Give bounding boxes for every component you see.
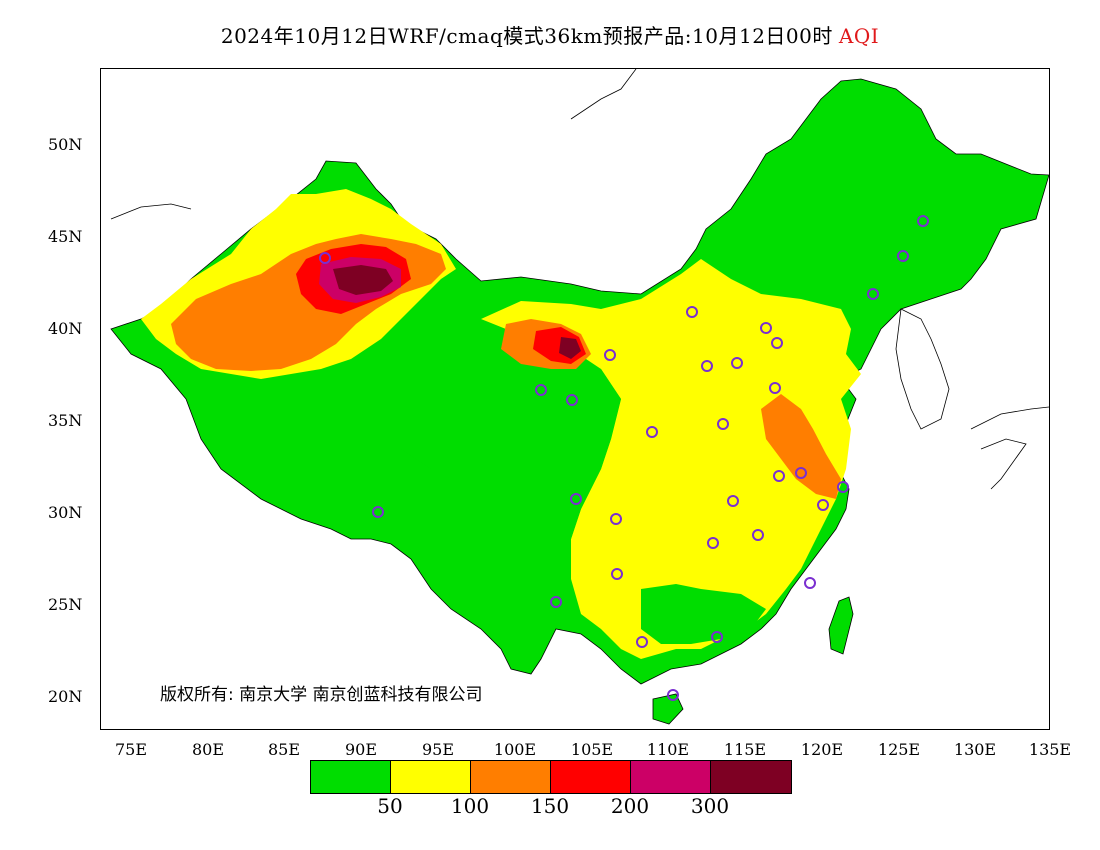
station-marker (804, 577, 816, 589)
lon-label: 95E (421, 740, 455, 759)
region-moderate-east (481, 259, 861, 659)
region-hazardous-nx (559, 337, 581, 359)
lat-label: 40N (48, 319, 83, 338)
legend-swatch (551, 761, 631, 793)
legend-tick: 50 (377, 794, 403, 818)
station-marker (771, 337, 783, 349)
station-marker (611, 568, 623, 580)
lat-label: 30N (48, 503, 83, 522)
coast-fragment (110, 69, 637, 220)
station-marker (760, 322, 772, 334)
lon-label: 90E (344, 740, 378, 759)
legend-swatch (631, 761, 711, 793)
station-marker (917, 215, 929, 227)
lat-label: 35N (48, 411, 83, 430)
station-marker (686, 306, 698, 318)
station-marker (773, 470, 785, 482)
station-marker (837, 481, 849, 493)
map-title: 2024年10月12日WRF/cmaq模式36km预报产品:10月12日00时 A… (0, 20, 1100, 49)
station-marker (897, 250, 909, 262)
station-marker (570, 493, 582, 505)
station-marker (646, 426, 658, 438)
legend-swatch (471, 761, 551, 793)
lon-label: 85E (267, 740, 301, 759)
station-marker (867, 288, 879, 300)
station-markers (319, 215, 929, 701)
lat-label: 45N (48, 227, 83, 246)
station-marker (667, 689, 679, 701)
region-hazardous-xinjiang (333, 265, 393, 295)
station-marker (769, 382, 781, 394)
legend-tick: 300 (690, 794, 730, 818)
lon-label: 115E (723, 740, 767, 759)
lat-label: 20N (48, 687, 83, 706)
region-usg-east (761, 394, 841, 499)
station-marker (372, 506, 384, 518)
korea-outline (895, 308, 950, 430)
lon-label: 130E (953, 740, 997, 759)
station-marker (535, 384, 547, 396)
lat-label: 25N (48, 595, 83, 614)
legend-swatch (711, 761, 791, 793)
station-marker (701, 360, 713, 372)
station-marker (604, 349, 616, 361)
island-taiwan (828, 596, 854, 655)
legend-tick: 150 (530, 794, 570, 818)
legend-tick: 200 (610, 794, 650, 818)
station-marker (717, 418, 729, 430)
station-marker (319, 252, 331, 264)
lon-label: 120E (800, 740, 844, 759)
title-pollutant: AQI (838, 24, 880, 48)
station-marker (727, 495, 739, 507)
station-marker (752, 529, 764, 541)
copyright-text: 版权所有: 南京大学 南京创蓝科技有限公司 (160, 685, 483, 705)
station-marker (795, 467, 807, 479)
legend-swatch (311, 761, 391, 793)
region-good-central (381, 349, 621, 549)
island-hainan (652, 693, 684, 725)
lon-label: 125E (877, 740, 921, 759)
lon-label: 110E (646, 740, 690, 759)
station-marker (566, 394, 578, 406)
lat-label: 50N (48, 135, 83, 154)
lon-label: 105E (570, 740, 614, 759)
lon-label: 75E (114, 740, 148, 759)
station-marker (731, 357, 743, 369)
title-main: 2024年10月12日WRF/cmaq模式36km预报产品:10月12日00时 (220, 24, 833, 48)
station-marker (550, 596, 562, 608)
lon-label: 135E (1028, 740, 1072, 759)
map-panel (100, 68, 1050, 730)
station-marker (610, 513, 622, 525)
lon-label: 80E (191, 740, 225, 759)
station-marker (711, 631, 723, 643)
station-marker (636, 636, 648, 648)
aqi-map (110, 69, 1049, 725)
station-marker (707, 537, 719, 549)
lon-label: 100E (493, 740, 537, 759)
legend-tick: 100 (450, 794, 490, 818)
station-marker (817, 499, 829, 511)
aqi-legend (310, 760, 792, 794)
region-good-south (641, 584, 766, 644)
japan-outline (970, 406, 1049, 490)
legend-swatch (391, 761, 471, 793)
